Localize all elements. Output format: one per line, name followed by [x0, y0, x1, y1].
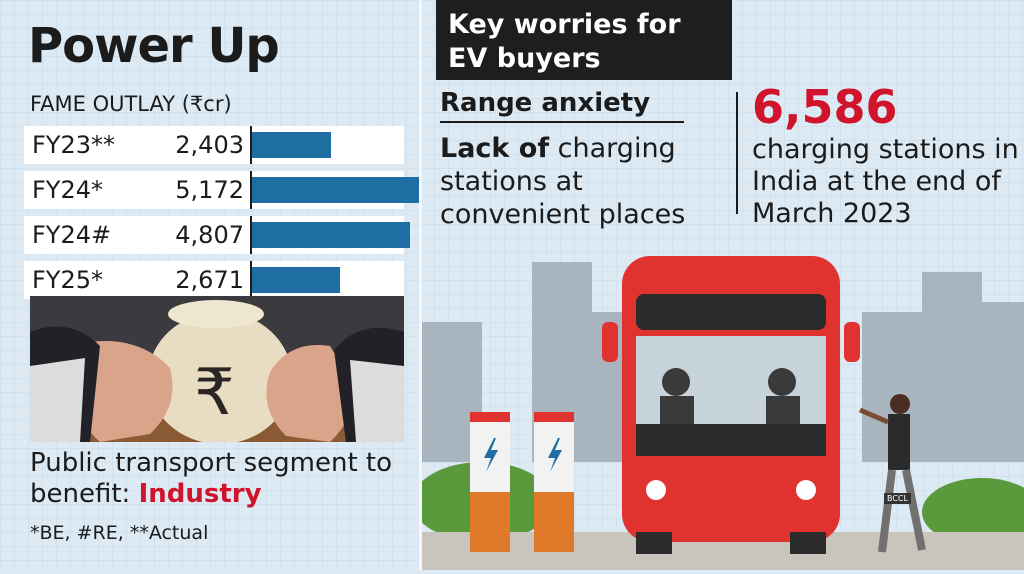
note-source: Industry: [138, 479, 262, 509]
bar-value-label: 5,172: [175, 176, 244, 204]
charger-right: [534, 412, 574, 552]
bus: [602, 256, 860, 554]
charger-left: [470, 412, 510, 552]
bar: [252, 222, 410, 248]
photo-credit: BCCL: [884, 493, 911, 504]
bar: [252, 267, 340, 293]
bar-axis: [250, 171, 252, 209]
rupee-icon: ₹: [194, 356, 235, 430]
worry-divider: [440, 121, 684, 123]
bar-axis: [250, 216, 252, 254]
worry-charging-rest: charging stations at convenient places: [440, 133, 686, 230]
person: [859, 394, 926, 553]
note-text: Public transport segment to benefit:: [30, 448, 393, 509]
money-bag-photo: ₹: [30, 296, 404, 442]
bar-row: FY25* 2,671: [24, 261, 404, 299]
bar-category-label: FY24*: [32, 176, 104, 204]
ev-bus-illustration: [412, 232, 1024, 570]
bar-category-label: FY23**: [32, 131, 116, 159]
bar-axis: [250, 261, 252, 299]
page-title: Power Up: [28, 18, 280, 74]
lightning-icon: [548, 438, 562, 472]
stat-text: charging stations in India at the end of…: [752, 134, 1019, 229]
bar: [252, 132, 331, 158]
stat-number: 6,586: [752, 80, 898, 134]
transport-note: Public transport segment to benefit: Ind…: [30, 448, 420, 510]
worry-charging: Lack of charging stations at convenient …: [440, 132, 720, 231]
bar-value-label: 4,807: [175, 221, 244, 249]
bar-row: FY24# 4,807: [24, 216, 410, 254]
bar-axis: [250, 126, 252, 164]
bar-category-label: FY25*: [32, 266, 104, 294]
svg-text:₹: ₹: [194, 356, 235, 430]
worry-range-anxiety: Range anxiety: [440, 88, 651, 118]
bar-category-label: FY24#: [32, 221, 112, 249]
bar-value-label: 2,403: [175, 131, 244, 159]
footnote: *BE, #RE, **Actual: [30, 522, 209, 544]
lightning-icon: [484, 438, 498, 472]
worries-header: Key worries for EV buyers: [448, 9, 681, 74]
worries-header-box: Key worries for EV buyers: [436, 0, 732, 80]
worry-charging-bold: Lack of: [440, 133, 550, 164]
chart-subtitle: FAME OUTLAY (₹cr): [30, 92, 232, 116]
bar-row: FY23** 2,403: [24, 126, 404, 164]
bar: [252, 177, 422, 203]
left-panel: Power Up FAME OUTLAY (₹cr) FY23** 2,403 FY…: [0, 0, 422, 570]
bar-row: FY24* 5,172: [24, 171, 422, 209]
panel-divider: [419, 0, 422, 570]
stat-divider: [736, 92, 738, 214]
bar-value-label: 2,671: [175, 266, 244, 294]
